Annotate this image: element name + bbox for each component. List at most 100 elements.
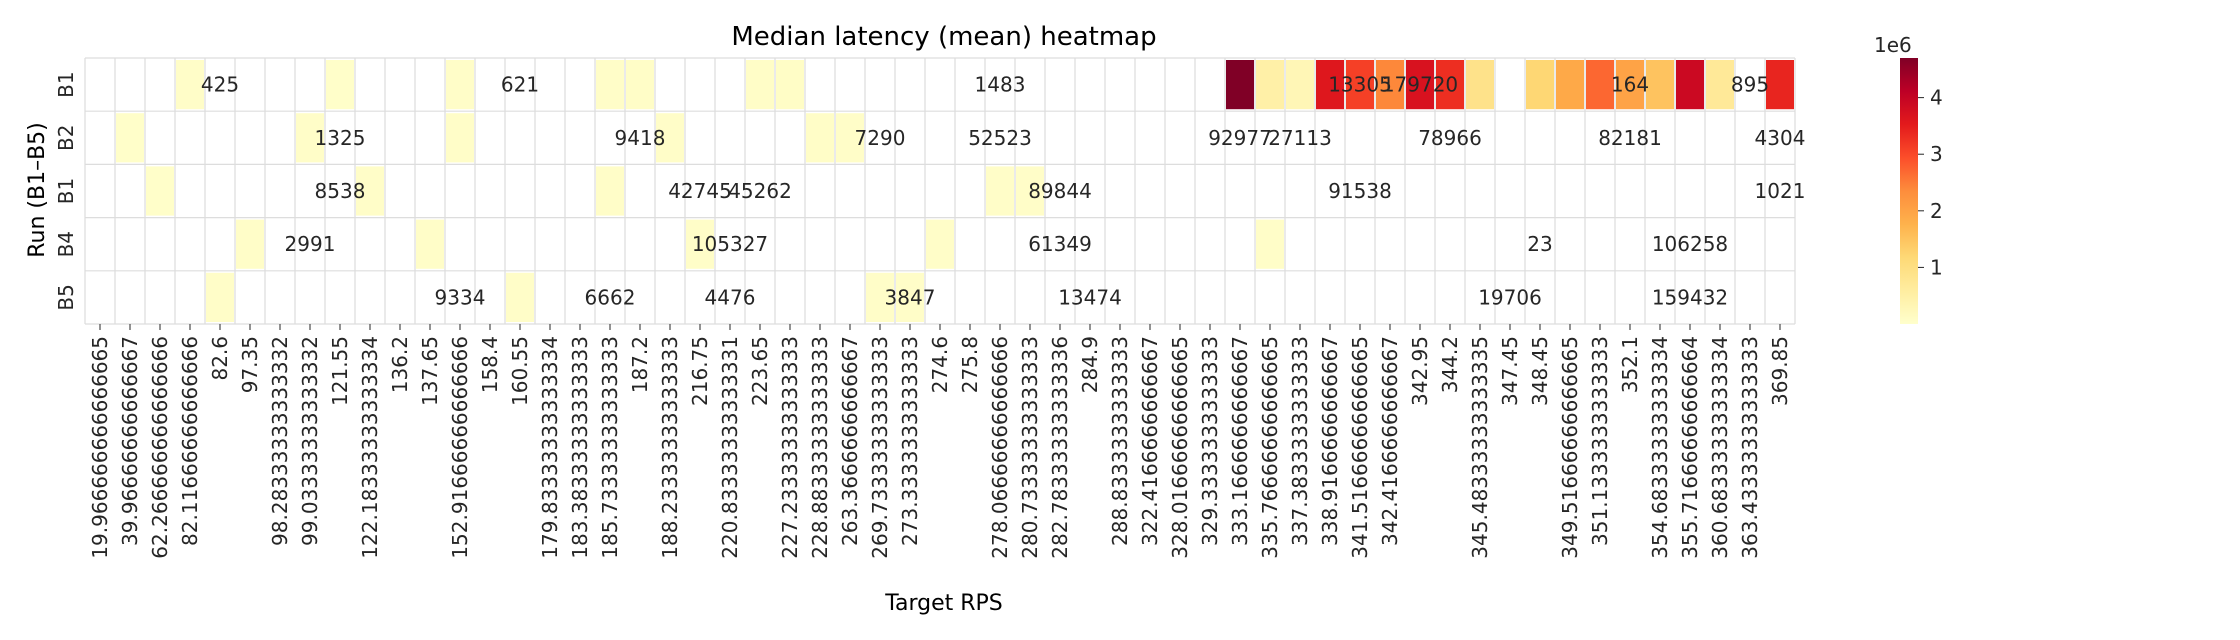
cell-annotation: 92977 xyxy=(1208,126,1272,150)
x-tick-label: 269.73333333333333 xyxy=(868,336,892,559)
x-tick-label: 179.83333333333334 xyxy=(538,336,562,559)
colorbar-exponent: 1e6 xyxy=(1874,33,1912,57)
y-tick-label: B5 xyxy=(54,284,78,310)
x-tick-label: 329.3333333333333 xyxy=(1198,336,1222,546)
x-tick-label: 188.23333333333333 xyxy=(658,336,682,559)
x-tick-label: 274.6 xyxy=(928,336,952,393)
colorbar-tick-label: 1 xyxy=(1930,255,1943,279)
cell-annotation: 13305 xyxy=(1328,73,1392,97)
cell-annotation: 82181 xyxy=(1598,126,1662,150)
x-tick-label: 183.38333333333333 xyxy=(568,336,592,559)
y-tick-label: B2 xyxy=(54,125,78,151)
cell-annotation: 425 xyxy=(201,73,239,97)
x-tick-label: 284.9 xyxy=(1078,336,1102,393)
x-tick-label: 62.266666666666666 xyxy=(148,336,172,559)
x-tick-label: 185.73333333333333 xyxy=(598,336,622,559)
heatmap-cell xyxy=(1256,60,1284,110)
x-tick-label: 160.55 xyxy=(508,336,532,406)
heatmap-cell xyxy=(506,272,534,322)
chart-title: Median latency (mean) heatmap xyxy=(731,22,1156,52)
x-tick-label: 328.01666666666665 xyxy=(1168,336,1192,559)
x-tick-label: 338.9166666666667 xyxy=(1318,336,1342,546)
x-tick-label: 342.95 xyxy=(1408,336,1432,406)
x-tick-label: 228.88333333333333 xyxy=(808,336,832,559)
x-tick-label: 341.51666666666665 xyxy=(1348,336,1372,559)
x-tick-label: 344.2 xyxy=(1438,336,1462,393)
x-tick-label: 220.83333333333331 xyxy=(718,336,742,559)
colorbar xyxy=(1900,58,1918,324)
heatmap-cell xyxy=(296,113,324,163)
heatmap-cell xyxy=(1226,60,1254,110)
x-tick-label: 273.3333333333333 xyxy=(898,336,922,546)
heatmap-cell xyxy=(1376,60,1404,110)
cell-annotation: 2991 xyxy=(285,232,336,256)
heatmap-cell xyxy=(1406,60,1434,110)
cell-annotation: 1483 xyxy=(975,73,1026,97)
heatmap-cell xyxy=(836,113,864,163)
x-tick-label: 342.4166666666667 xyxy=(1378,336,1402,546)
x-tick-label: 363.43333333333333 xyxy=(1738,336,1762,559)
cell-annotation: 159432 xyxy=(1652,285,1728,309)
heatmap-cell xyxy=(686,219,714,269)
x-tick-labels: 19.966666666666665 39.96666666666667 62.26… xyxy=(88,324,1792,559)
x-tick-label: 278.06666666666666 xyxy=(988,336,1012,559)
cell-annotation: 895 xyxy=(1731,73,1769,97)
heatmap-cell xyxy=(1616,60,1644,110)
heatmap-cell xyxy=(986,166,1014,216)
heatmap-cell xyxy=(1526,60,1554,110)
cell-annotation: 23 xyxy=(1527,232,1552,256)
x-tick-label: 322.4166666666667 xyxy=(1138,336,1162,546)
colorbar-tick-label: 3 xyxy=(1930,142,1943,166)
cell-annotation: 179720 xyxy=(1382,73,1458,97)
heatmap-cell xyxy=(596,166,624,216)
heatmap-cell xyxy=(236,219,264,269)
x-tick-label: 349.51666666666665 xyxy=(1558,336,1582,559)
x-tick-label: 335.76666666666665 xyxy=(1258,336,1282,559)
x-tick-label: 39.96666666666667 xyxy=(118,336,142,546)
heatmap-cell xyxy=(1676,60,1704,110)
cell-annotation: 45262 xyxy=(728,179,792,203)
cell-annotation: 1325 xyxy=(315,126,366,150)
x-tick-label: 288.8333333333333 xyxy=(1108,336,1132,546)
y-tick-label: B1 xyxy=(54,71,78,97)
cell-annotation: 9334 xyxy=(435,285,486,309)
heatmap-cell xyxy=(1436,60,1464,110)
heatmap-cell xyxy=(446,113,474,163)
heatmap-cell xyxy=(1016,166,1044,216)
cell-annotation: 19706 xyxy=(1478,285,1542,309)
x-tick-label: 227.23333333333333 xyxy=(778,336,802,559)
heatmap-cell xyxy=(896,272,924,322)
heatmap-cell xyxy=(626,60,654,110)
cell-annotation: 8538 xyxy=(315,179,366,203)
cell-annotation: 621 xyxy=(501,73,539,97)
x-tick-label: 282.78333333333336 xyxy=(1048,336,1072,559)
cell-annotation: 42745 xyxy=(668,179,732,203)
heatmap-cell xyxy=(746,60,774,110)
heatmap-cell xyxy=(206,272,234,322)
heatmap-cell xyxy=(146,166,174,216)
cell-annotation: 78966 xyxy=(1418,126,1482,150)
heatmap-cell xyxy=(326,60,354,110)
x-tick-label: 347.45 xyxy=(1498,336,1522,406)
heatmap-cell xyxy=(1256,219,1284,269)
x-tick-label: 263.3666666666667 xyxy=(838,336,862,546)
cell-annotation: 7290 xyxy=(855,126,906,150)
cell-annotation: 106258 xyxy=(1652,232,1728,256)
heatmap-cell xyxy=(1316,60,1344,110)
cell-annotation: 61349 xyxy=(1028,232,1092,256)
x-tick-label: 19.966666666666665 xyxy=(88,336,112,559)
cell-annotation: 91538 xyxy=(1328,179,1392,203)
x-tick-label: 352.1 xyxy=(1618,336,1642,393)
x-tick-label: 97.35 xyxy=(238,336,262,393)
x-axis-label: Target RPS xyxy=(884,591,1003,616)
cell-annotation: 89844 xyxy=(1028,179,1092,203)
x-tick-label: 137.65 xyxy=(418,336,442,406)
heatmap-cell xyxy=(806,113,834,163)
colorbar-tick-label: 2 xyxy=(1930,199,1943,223)
heatmap-cell xyxy=(116,113,144,163)
cell-annotation: 105327 xyxy=(692,232,768,256)
x-tick-label: 82.11666666666666 xyxy=(178,336,202,546)
x-tick-label: 216.75 xyxy=(688,336,712,406)
heatmap-cell xyxy=(356,166,384,216)
